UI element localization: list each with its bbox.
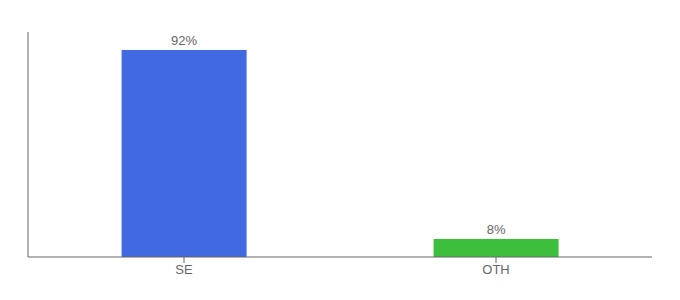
svg-text:OTH: OTH xyxy=(482,262,509,277)
svg-text:92%: 92% xyxy=(171,33,197,48)
svg-text:8%: 8% xyxy=(487,222,506,237)
svg-text:SE: SE xyxy=(175,262,193,277)
